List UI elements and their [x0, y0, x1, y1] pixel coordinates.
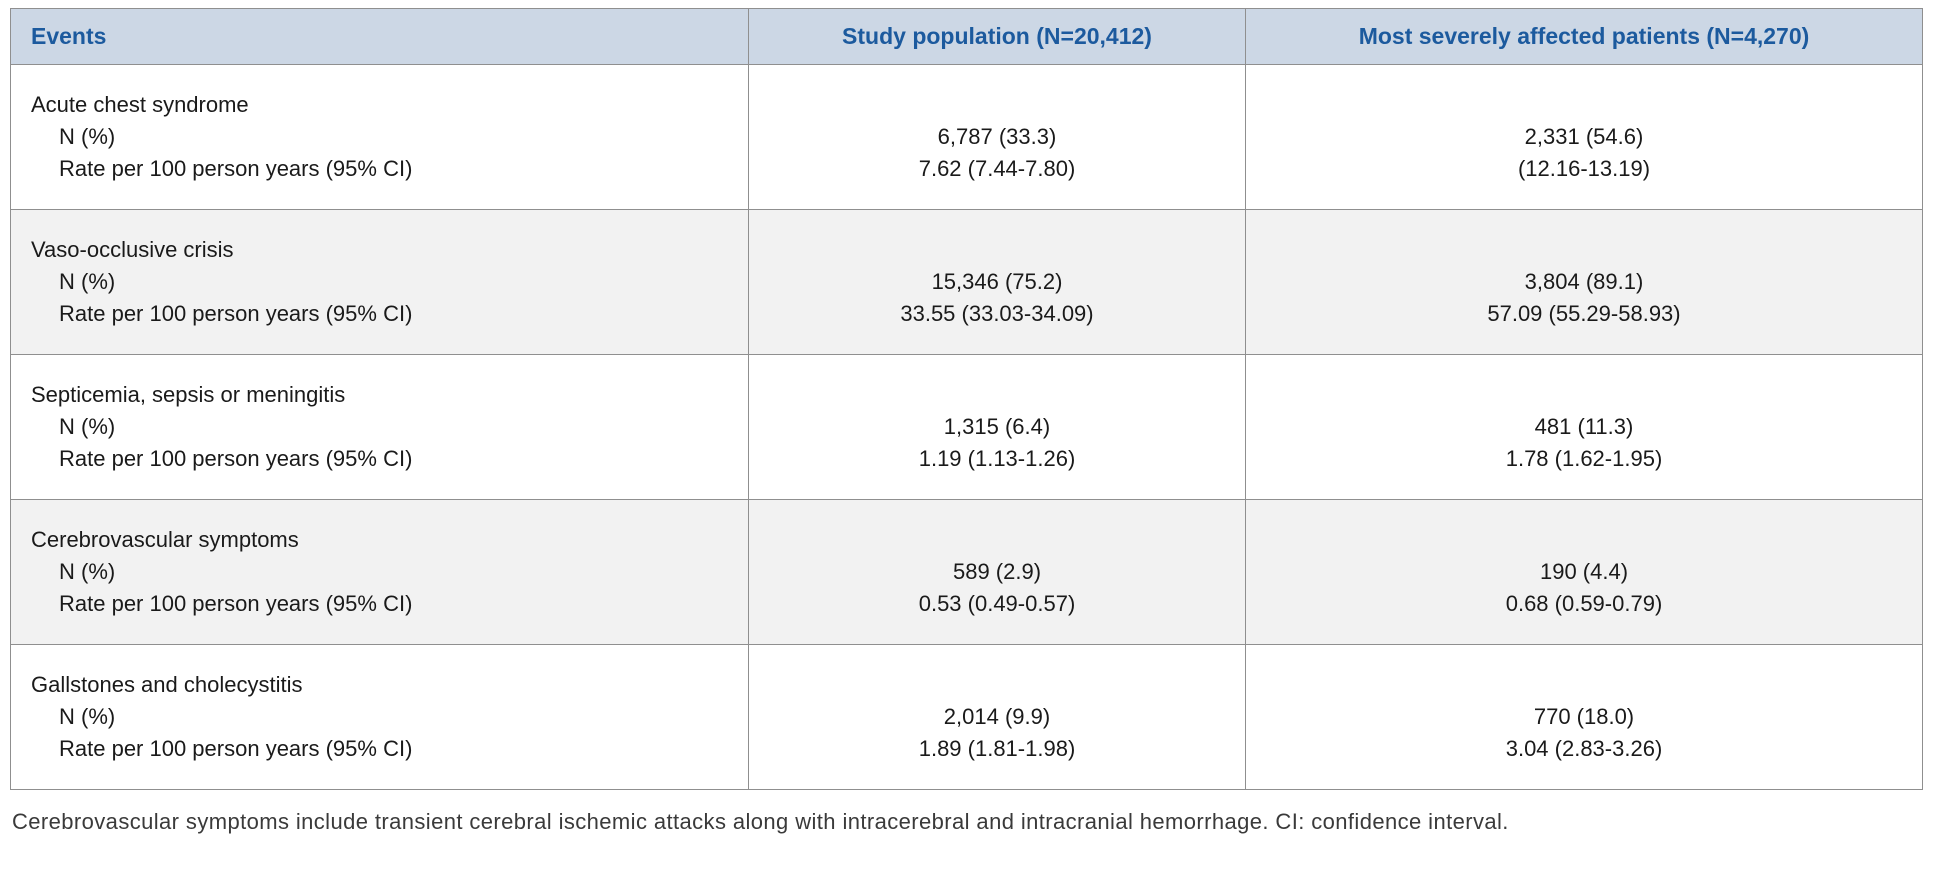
table-row-acute-chest-syndrome: Acute chest syndrome N (%) Rate per 100 … — [10, 64, 1923, 210]
severe-rate-value: 3.04 (2.83-3.26) — [1505, 736, 1663, 761]
severe-n-value: 481 (11.3) — [1534, 414, 1634, 439]
severe-rate-value: (12.16-13.19) — [1517, 156, 1651, 181]
rate-label: Rate per 100 person years (95% CI) — [59, 156, 413, 181]
study-population-cell: 2,014 (9.9) 1.89 (1.81-1.98) — [748, 644, 1246, 790]
table-row-vaso-occlusive-crisis: Vaso-occlusive crisis N (%) Rate per 100… — [10, 209, 1923, 355]
study-population-cell: 589 (2.9) 0.53 (0.49-0.57) — [748, 499, 1246, 645]
event-cell: Septicemia, sepsis or meningitis N (%) R… — [10, 354, 749, 500]
study-n-value: 6,787 (33.3) — [937, 124, 1057, 149]
study-n-value: 1,315 (6.4) — [943, 414, 1051, 439]
event-name: Septicemia, sepsis or meningitis — [31, 382, 346, 407]
severe-patients-cell: 2,331 (54.6) (12.16-13.19) — [1245, 64, 1923, 210]
event-name: Gallstones and cholecystitis — [31, 672, 303, 697]
study-population-cell: 6,787 (33.3) 7.62 (7.44-7.80) — [748, 64, 1246, 210]
n-percent-label: N (%) — [59, 559, 116, 584]
severe-n-value: 770 (18.0) — [1533, 704, 1635, 729]
events-table: Events Study population (N=20,412) Most … — [10, 8, 1923, 790]
spacer — [1258, 234, 1910, 266]
n-percent-label: N (%) — [59, 414, 116, 439]
severe-n-value: 3,804 (89.1) — [1524, 269, 1644, 294]
spacer — [761, 234, 1233, 266]
event-name: Acute chest syndrome — [31, 92, 249, 117]
study-n-value: 589 (2.9) — [952, 559, 1042, 584]
study-n-value: 2,014 (9.9) — [943, 704, 1051, 729]
n-percent-label: N (%) — [59, 704, 116, 729]
study-rate-value: 33.55 (33.03-34.09) — [900, 301, 1094, 326]
study-population-cell: 1,315 (6.4) 1.19 (1.13-1.26) — [748, 354, 1246, 500]
header-row: Events Study population (N=20,412) Most … — [10, 8, 1923, 65]
column-header-events: Events — [10, 8, 749, 65]
n-percent-label: N (%) — [59, 269, 116, 294]
column-header-severe-patients: Most severely affected patients (N=4,270… — [1245, 8, 1923, 65]
severe-rate-value: 0.68 (0.59-0.79) — [1505, 591, 1663, 616]
severe-patients-cell: 3,804 (89.1) 57.09 (55.29-58.93) — [1245, 209, 1923, 355]
table-row-gallstones: Gallstones and cholecystitis N (%) Rate … — [10, 644, 1923, 790]
column-header-study-population: Study population (N=20,412) — [748, 8, 1246, 65]
severe-rate-value: 1.78 (1.62-1.95) — [1505, 446, 1663, 471]
event-cell: Gallstones and cholecystitis N (%) Rate … — [10, 644, 749, 790]
study-population-cell: 15,346 (75.2) 33.55 (33.03-34.09) — [748, 209, 1246, 355]
table-row-cerebrovascular-symptoms: Cerebrovascular symptoms N (%) Rate per … — [10, 499, 1923, 645]
study-rate-value: 1.89 (1.81-1.98) — [918, 736, 1076, 761]
event-name: Vaso-occlusive crisis — [31, 237, 234, 262]
spacer — [761, 669, 1233, 701]
spacer — [1258, 379, 1910, 411]
rate-label: Rate per 100 person years (95% CI) — [59, 736, 413, 761]
severe-patients-cell: 190 (4.4) 0.68 (0.59-0.79) — [1245, 499, 1923, 645]
event-name: Cerebrovascular symptoms — [31, 527, 299, 552]
spacer — [1258, 669, 1910, 701]
study-rate-value: 7.62 (7.44-7.80) — [918, 156, 1076, 181]
table-row-septicemia: Septicemia, sepsis or meningitis N (%) R… — [10, 354, 1923, 500]
spacer — [761, 89, 1233, 121]
study-rate-value: 1.19 (1.13-1.26) — [918, 446, 1076, 471]
severe-patients-cell: 481 (11.3) 1.78 (1.62-1.95) — [1245, 354, 1923, 500]
spacer — [1258, 89, 1910, 121]
rate-label: Rate per 100 person years (95% CI) — [59, 301, 413, 326]
rate-label: Rate per 100 person years (95% CI) — [59, 591, 413, 616]
rate-label: Rate per 100 person years (95% CI) — [59, 446, 413, 471]
n-percent-label: N (%) — [59, 124, 116, 149]
severe-n-value: 2,331 (54.6) — [1524, 124, 1644, 149]
study-rate-value: 0.53 (0.49-0.57) — [918, 591, 1076, 616]
severe-patients-cell: 770 (18.0) 3.04 (2.83-3.26) — [1245, 644, 1923, 790]
event-cell: Vaso-occlusive crisis N (%) Rate per 100… — [10, 209, 749, 355]
spacer — [761, 524, 1233, 556]
severe-rate-value: 57.09 (55.29-58.93) — [1487, 301, 1681, 326]
event-cell: Acute chest syndrome N (%) Rate per 100 … — [10, 64, 749, 210]
spacer — [1258, 524, 1910, 556]
event-cell: Cerebrovascular symptoms N (%) Rate per … — [10, 499, 749, 645]
severe-n-value: 190 (4.4) — [1539, 559, 1629, 584]
study-n-value: 15,346 (75.2) — [931, 269, 1063, 294]
table-footnote: Cerebrovascular symptoms include transie… — [12, 809, 1509, 834]
spacer — [761, 379, 1233, 411]
